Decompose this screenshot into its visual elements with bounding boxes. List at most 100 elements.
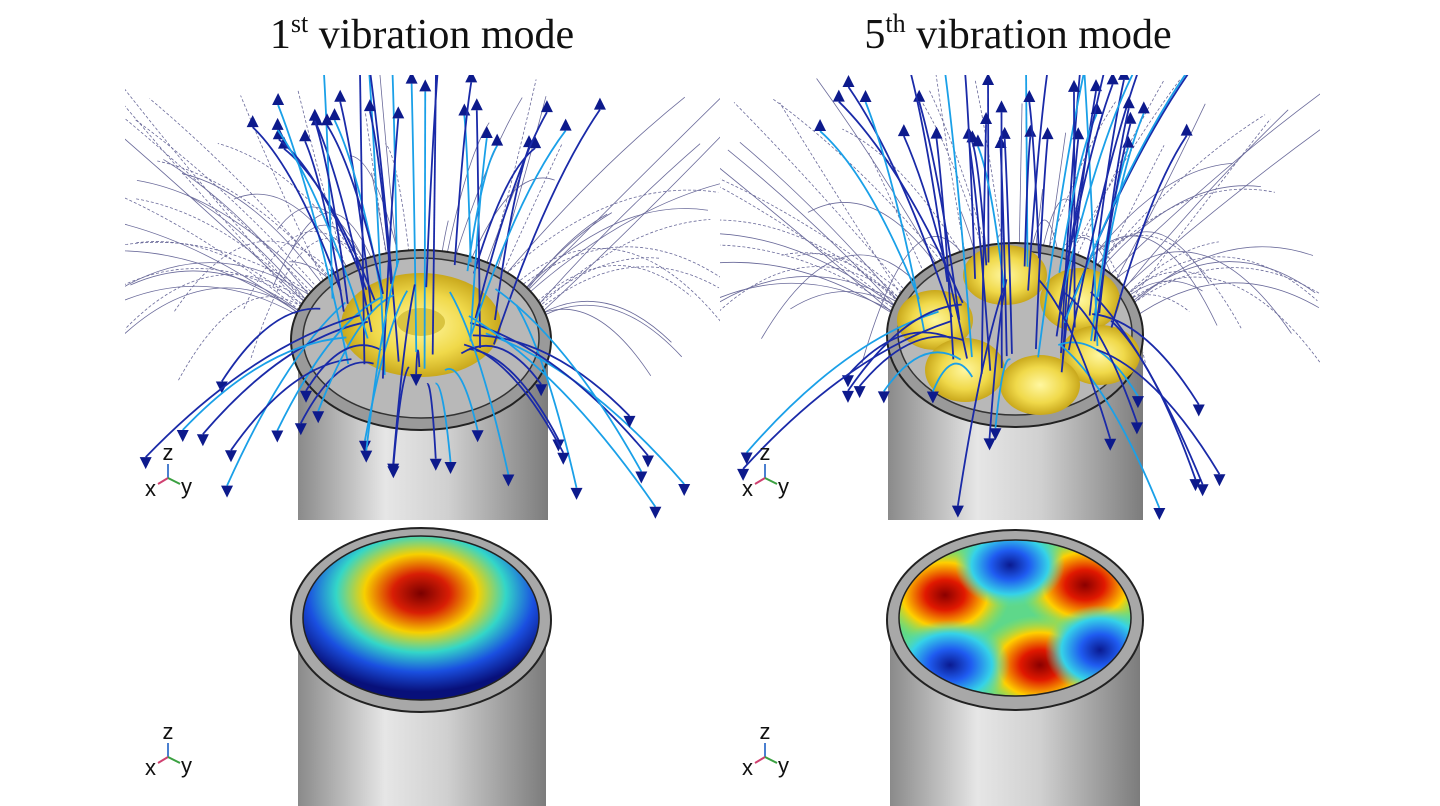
axis-label: z xyxy=(760,440,771,465)
streamline xyxy=(136,241,344,351)
arrow-head xyxy=(308,108,321,121)
streamline xyxy=(1025,75,1029,267)
streamline xyxy=(392,284,416,464)
arrow-head xyxy=(139,457,152,470)
arrow-head xyxy=(294,423,307,436)
arrow-head xyxy=(354,60,366,72)
arrow-head xyxy=(982,75,995,86)
streamline xyxy=(971,142,988,266)
mode-shape xyxy=(302,535,540,701)
arrow-head xyxy=(1020,61,1032,73)
arrow-head xyxy=(246,115,259,128)
arrow-head xyxy=(444,462,457,475)
streamline xyxy=(323,75,334,299)
arrow-head xyxy=(299,129,312,142)
streamline xyxy=(316,124,373,333)
arrow-head xyxy=(540,100,553,113)
streamline xyxy=(125,262,340,318)
arrow-head xyxy=(951,505,964,518)
streamline xyxy=(1063,75,1187,324)
arrow-head xyxy=(678,484,691,497)
arrow-head xyxy=(1041,127,1054,140)
arrow-head xyxy=(853,386,866,399)
isosurface-hole xyxy=(397,308,445,336)
streamline xyxy=(932,362,974,392)
streamline xyxy=(173,240,355,314)
streamline xyxy=(1084,93,1320,301)
streamline xyxy=(1110,135,1188,328)
arrow-head xyxy=(429,458,442,471)
arrow-head xyxy=(1132,60,1144,72)
streamline xyxy=(217,143,377,285)
streamline xyxy=(466,145,498,272)
axis-label: y xyxy=(181,474,192,499)
streamline xyxy=(1076,114,1266,294)
arrow-head xyxy=(272,93,285,106)
streamline xyxy=(500,266,720,347)
streamline xyxy=(423,91,427,369)
streamline xyxy=(1060,75,1081,354)
arrow-head xyxy=(995,100,1008,113)
streamline xyxy=(720,276,932,326)
streamline xyxy=(1073,91,1076,328)
streamline xyxy=(967,138,992,371)
streamline xyxy=(1055,78,1181,283)
streamline xyxy=(317,294,395,412)
streamline xyxy=(980,124,987,374)
axis-label: y xyxy=(181,753,192,778)
streamline xyxy=(305,344,382,392)
streamline xyxy=(994,358,1011,429)
arrow-head xyxy=(176,430,189,443)
streamline xyxy=(435,382,452,463)
title-suffix: st xyxy=(291,9,309,38)
streamline xyxy=(304,140,345,312)
title-text: vibration mode xyxy=(906,12,1172,58)
arrow-head xyxy=(623,415,636,428)
arrow-head xyxy=(1153,507,1166,520)
arrow-head xyxy=(814,119,827,132)
x-axis xyxy=(157,756,169,764)
streamline xyxy=(230,358,352,451)
streamline xyxy=(935,138,955,360)
axis-label: y xyxy=(778,474,789,499)
panel-title: 5th vibration mode xyxy=(864,9,1171,58)
streamline xyxy=(359,75,366,365)
arrow-head xyxy=(1072,127,1085,140)
arrow-head xyxy=(649,506,662,519)
streamline xyxy=(1090,118,1271,354)
streamline xyxy=(1023,136,1032,267)
y-axis xyxy=(764,756,778,764)
axis-label: x xyxy=(742,755,753,780)
streamline xyxy=(1028,101,1040,259)
arrow-head xyxy=(557,452,570,465)
streamline xyxy=(883,351,962,392)
streamline xyxy=(410,83,418,352)
streamline xyxy=(1027,75,1048,291)
streamline xyxy=(297,89,381,378)
arrow-head xyxy=(1180,123,1193,136)
streamline xyxy=(1094,129,1320,314)
streamline xyxy=(449,291,510,475)
streamline xyxy=(454,144,563,380)
arrow-head xyxy=(419,79,432,92)
streamline xyxy=(326,124,384,295)
streamline xyxy=(502,97,720,317)
streamline xyxy=(1096,348,1221,475)
rim xyxy=(898,539,1132,697)
streamline xyxy=(494,248,720,322)
streamline xyxy=(202,320,368,435)
arrow-head xyxy=(1192,404,1205,417)
streamline xyxy=(313,120,349,304)
streamline xyxy=(426,383,437,459)
axis-label: x xyxy=(145,476,156,501)
streamline xyxy=(157,160,351,302)
streamline xyxy=(1060,90,1097,373)
title-text: vibration mode xyxy=(308,12,574,58)
title-number: 5 xyxy=(864,12,885,58)
y-axis xyxy=(167,756,181,764)
arrow-head xyxy=(593,97,606,110)
arrow-head xyxy=(363,99,376,112)
title-number: 1 xyxy=(270,12,291,58)
streamline xyxy=(847,331,952,376)
